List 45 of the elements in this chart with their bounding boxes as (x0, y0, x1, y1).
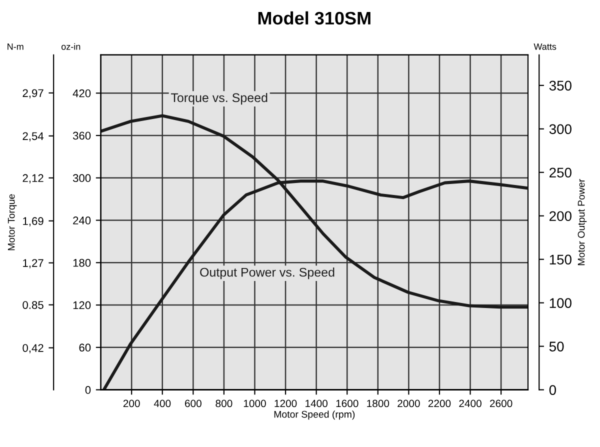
x-tick-label: 2000 (398, 400, 420, 408)
x-axis-title: Motor Speed (rpm) (274, 410, 355, 420)
text: oz-in (61, 43, 80, 50)
y3-tick-label: 1,27 (23, 259, 44, 268)
y-tick-label: 0 (85, 386, 91, 394)
x-tick-label: 1200 (274, 400, 297, 408)
y3-tick-label: 2,97 (22, 89, 44, 98)
y-tick-label: 420 (72, 89, 91, 98)
x-tick-label: 2400 (459, 400, 482, 408)
x-tick-label: 800 (216, 400, 232, 408)
x-tick-label: 400 (154, 400, 171, 408)
x-tick-label: 1000 (244, 400, 266, 408)
x-tick-label: 1800 (367, 400, 390, 408)
y2-tick-label: 250 (550, 168, 572, 178)
y3-tick-label: 0,42 (22, 344, 44, 354)
y-tick-label: 360 (72, 132, 91, 140)
y2-tick-label: 300 (549, 124, 572, 134)
y2-tick-label: 350 (549, 80, 572, 91)
y2-tick-label: 0 (549, 385, 556, 395)
x-tick-label: 2600 (490, 400, 512, 408)
y3-tick-label: 2,12 (22, 174, 44, 184)
y2-tick-label: 200 (550, 211, 572, 222)
y3-tick-label: 0.85 (22, 301, 44, 309)
chart-title: Model 310SM (258, 11, 370, 25)
x-tick-label: 1600 (336, 400, 358, 408)
series-label: Torque vs. Speed (170, 92, 268, 105)
y-tick-label: 300 (72, 174, 91, 182)
text: Watts (534, 44, 556, 50)
y2-tick-label: 50 (549, 342, 564, 352)
y3-tick-label: 2,54 (22, 132, 44, 142)
y2-tick-label: 100 (550, 298, 572, 308)
text: N-m (8, 44, 24, 50)
y2-axis-title: Motor Output Power (578, 179, 587, 266)
x-tick-label: 1400 (306, 400, 328, 408)
series-label: Output Power vs. Speed (200, 268, 334, 280)
x-tick-label: 200 (123, 400, 140, 408)
y3-tick-label: 1,69 (23, 217, 44, 226)
x-tick-label: 600 (185, 400, 202, 408)
y-tick-label: 180 (73, 258, 91, 267)
y-axis-title: Motor Torque (8, 194, 17, 250)
y-tick-label: 60 (79, 344, 91, 352)
y-tick-label: 240 (73, 216, 91, 224)
y2-tick-label: 150 (550, 254, 572, 265)
x-tick-label: 2200 (428, 400, 451, 408)
y-tick-label: 120 (73, 301, 91, 310)
